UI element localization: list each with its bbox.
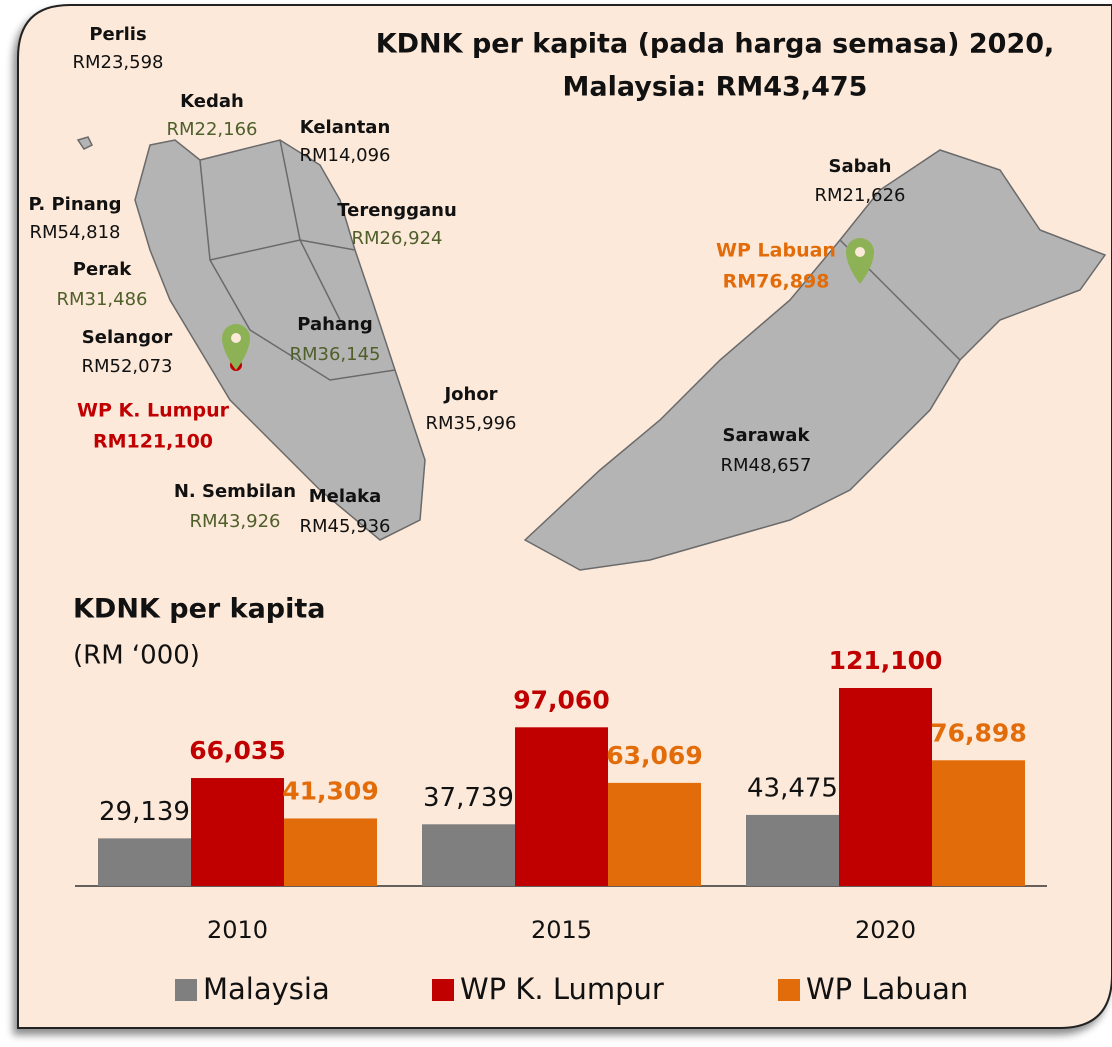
bar — [839, 688, 932, 886]
region-name: Johor — [442, 384, 497, 405]
chart-title: KDNK per kapita — [73, 594, 326, 625]
legend-label: WP Labuan — [806, 972, 968, 1006]
bar — [284, 818, 377, 886]
region-name: WP Labuan — [716, 240, 836, 262]
data-label: 121,100 — [829, 646, 943, 675]
data-label: 63,069 — [606, 741, 702, 770]
data-label: 76,898 — [930, 718, 1026, 747]
chart-subtitle: (RM ‘000) — [73, 641, 200, 671]
bar — [932, 760, 1025, 886]
region-name: Melaka — [309, 486, 382, 507]
region-name: Selangor — [82, 327, 173, 348]
region-name: P. Pinang — [28, 194, 121, 215]
data-label: 97,060 — [513, 685, 609, 714]
region-name: Sarawak — [723, 425, 811, 446]
data-label: 43,475 — [747, 773, 838, 803]
region-value: RM45,936 — [299, 516, 390, 537]
region-name: Terengganu — [337, 200, 457, 221]
region-name: Perak — [73, 259, 132, 280]
region-value: RM76,898 — [723, 271, 830, 293]
region-name: Sabah — [829, 156, 892, 177]
data-label: 66,035 — [189, 736, 285, 765]
region-value: RM22,166 — [166, 119, 257, 140]
legend-swatch — [175, 979, 197, 1001]
borneo — [523, 149, 1107, 571]
region-value: RM121,100 — [93, 431, 213, 453]
region-value: RM48,657 — [720, 455, 811, 476]
data-label: 37,739 — [423, 783, 514, 813]
bar — [608, 782, 701, 886]
state-borders — [199, 139, 396, 381]
data-label: 41,309 — [282, 776, 378, 805]
region-name: N. Sembilan — [174, 481, 296, 502]
data-label: 29,139 — [99, 797, 190, 827]
legend-label: WP K. Lumpur — [460, 972, 664, 1006]
legend-swatch — [778, 979, 800, 1001]
region-value: RM36,145 — [289, 344, 380, 365]
bar — [98, 838, 191, 886]
x-tick-label: 2020 — [855, 916, 916, 944]
region-value: RM52,073 — [81, 356, 172, 377]
bar — [746, 814, 839, 886]
region-value: RM14,096 — [299, 145, 390, 166]
island — [76, 136, 94, 150]
x-tick-label: 2015 — [531, 916, 592, 944]
region-value: RM43,926 — [189, 511, 280, 532]
legend-swatch — [432, 979, 454, 1001]
region-value: RM35,996 — [425, 413, 516, 434]
region-name: Kedah — [180, 91, 244, 112]
region-value: RM23,598 — [72, 52, 163, 73]
region-value: RM54,818 — [29, 222, 120, 243]
pin — [846, 238, 874, 284]
region-name: Kelantan — [300, 117, 391, 138]
bar — [422, 824, 515, 886]
pin-hole — [231, 333, 241, 343]
legend-label: Malaysia — [203, 972, 330, 1006]
title: Malaysia: RM43,475 — [563, 72, 868, 103]
pin — [222, 324, 250, 370]
bar — [515, 727, 608, 886]
region-value: RM21,626 — [814, 185, 905, 206]
pin-hole — [855, 247, 865, 257]
map — [76, 136, 1107, 571]
region-value: RM31,486 — [56, 289, 147, 310]
region-name: WP K. Lumpur — [77, 400, 230, 422]
title: KDNK per kapita (pada harga semasa) 2020… — [376, 29, 1055, 60]
region-value: RM26,924 — [351, 228, 442, 249]
region-name: Pahang — [297, 314, 373, 335]
bar — [191, 778, 284, 886]
x-tick-label: 2010 — [207, 916, 268, 944]
region-name: Perlis — [89, 24, 146, 45]
